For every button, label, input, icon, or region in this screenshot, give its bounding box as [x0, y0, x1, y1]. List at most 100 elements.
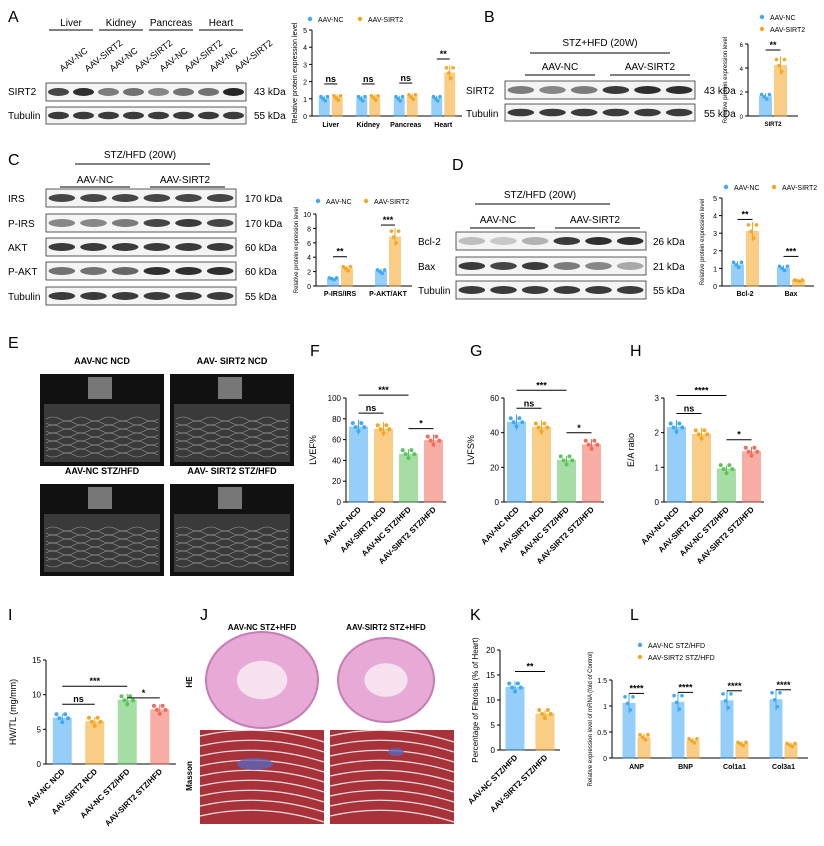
ventricle-lumen: [364, 663, 408, 697]
blot-band: [111, 219, 139, 227]
echo-wall: [175, 554, 289, 560]
kda-label: 55 kDa: [254, 111, 286, 122]
sig-mark: ***: [378, 385, 389, 395]
legend-marker: [637, 642, 643, 648]
data-point: [151, 703, 156, 708]
blot-band: [175, 219, 202, 227]
data-point: [518, 685, 523, 690]
lane-label: AAV-SIRT2: [233, 38, 275, 74]
y-tick-label: 8: [307, 226, 311, 233]
y-tick-label: 0.5: [597, 730, 607, 737]
data-point: [400, 448, 405, 453]
blot-row-frame: [45, 286, 237, 306]
data-point: [780, 69, 784, 74]
y-axis-label: Relative protein expression level: [700, 199, 706, 285]
legend-entry: AAV-SIRT2: [374, 199, 409, 206]
row-label: Bax: [418, 262, 435, 273]
echo-wall: [175, 444, 289, 450]
data-point: [376, 93, 380, 98]
data-point: [746, 449, 751, 454]
group-label: AAV-NC: [77, 175, 114, 186]
y-tick-label: 0: [603, 756, 607, 763]
data-point: [412, 452, 417, 457]
row-label: SIRT2: [466, 86, 495, 97]
bar: [742, 451, 761, 503]
data-point: [128, 694, 133, 699]
sig-mark: ****: [678, 682, 693, 692]
blot-band: [48, 292, 76, 300]
data-point: [387, 427, 392, 432]
data-point: [777, 63, 781, 68]
data-point: [718, 463, 723, 468]
data-point: [157, 711, 162, 716]
data-point: [425, 434, 430, 439]
blot-band: [198, 88, 219, 96]
blot-band: [507, 108, 535, 117]
legend-marker: [307, 16, 313, 22]
muscle-fiber: [329, 759, 455, 773]
blot-band: [521, 237, 549, 245]
panel-letter: H: [630, 343, 642, 360]
data-point: [775, 704, 780, 709]
echo-wall: [175, 546, 289, 552]
blot-band: [175, 243, 202, 251]
kda-label: 26 kDa: [653, 237, 685, 248]
data-point: [391, 235, 396, 239]
legend-marker: [759, 26, 765, 32]
tissue-label: Kidney: [106, 18, 137, 29]
blot-band: [80, 267, 107, 275]
data-point: [680, 693, 684, 698]
data-point: [334, 276, 339, 280]
echo-wall: [175, 562, 289, 568]
data-point: [356, 429, 361, 434]
muscle-fiber: [199, 749, 325, 763]
data-point: [787, 743, 792, 747]
legend-entry: AAV-NC: [318, 17, 344, 24]
data-point: [122, 698, 127, 703]
blot-band: [111, 267, 139, 275]
echo-wall: [45, 424, 159, 430]
y-tick-label: 10: [486, 696, 495, 705]
data-point: [749, 229, 753, 234]
legend-marker: [759, 14, 765, 20]
y-tick-label: 2: [655, 429, 660, 438]
y-tick-label: 20: [332, 477, 341, 486]
data-point: [696, 432, 701, 437]
blot-band: [507, 86, 535, 94]
y-tick-label: 4: [713, 214, 717, 221]
echo-wall: [45, 526, 159, 532]
kda-label: 60 kDa: [245, 267, 277, 278]
blot-sirt2-frame: [504, 80, 696, 100]
blot-title: STZ+HFD (20W): [562, 38, 637, 49]
y-tick-label: 0: [37, 760, 42, 769]
data-point: [436, 99, 440, 103]
data-point: [743, 445, 748, 450]
sig-mark: *: [419, 419, 423, 429]
row-label: Tubulin: [8, 292, 40, 303]
echo-wall: [45, 440, 159, 446]
echo-wall: [175, 452, 289, 458]
x-tick-label: P-AKT/AKT: [369, 291, 407, 298]
data-point: [800, 278, 805, 282]
y-tick-label: 0: [655, 498, 660, 507]
muscle-fiber: [329, 789, 455, 803]
legend-entry: AAV-NC: [734, 185, 760, 192]
y-tick-label: 100: [328, 394, 342, 403]
blot-band: [175, 194, 202, 202]
data-point: [510, 685, 515, 690]
echo-title: AAV- SIRT2 NCD: [197, 356, 268, 366]
blot-band: [48, 267, 76, 275]
blot-band: [80, 243, 107, 251]
x-tick-label: Bcl-2: [736, 291, 753, 298]
data-point: [677, 707, 682, 711]
muscle-fiber: [199, 779, 325, 793]
data-point: [744, 740, 748, 745]
data-point: [543, 716, 547, 720]
blot-band: [48, 88, 69, 96]
row-label: SIRT2: [8, 87, 37, 98]
group-label: AAV-NC: [480, 215, 517, 226]
blot-band: [206, 267, 234, 275]
data-point: [438, 94, 442, 99]
data-point: [778, 690, 782, 695]
